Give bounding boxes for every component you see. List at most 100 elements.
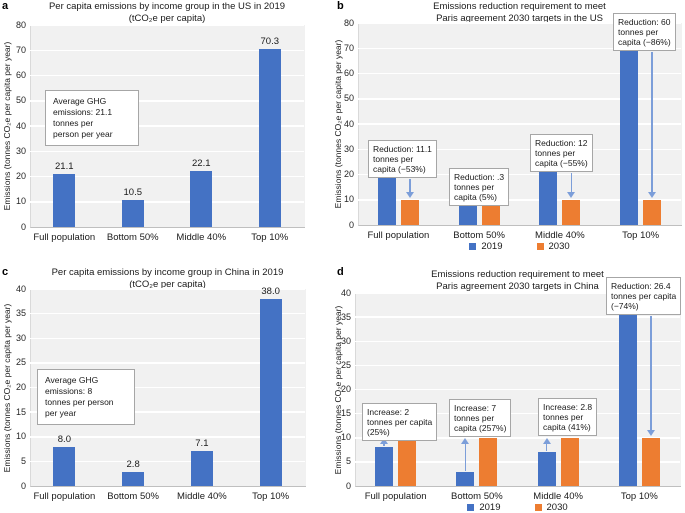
- annotation-line: tonnes per: [454, 182, 495, 192]
- arrow-up-icon: [461, 438, 470, 445]
- panel-d-title: Emissions reduction requirement to meet …: [355, 269, 680, 293]
- arrow-up-icon: [542, 438, 551, 445]
- annotation-line: tonnes per: [535, 148, 576, 158]
- bar-2030-1: [479, 437, 498, 486]
- panel-letter-a: a: [2, 0, 9, 12]
- panel-c-title-line1: Per capita emissions by income group in …: [51, 267, 284, 278]
- y-tick-label: 30: [15, 145, 26, 156]
- legend-label: 2019: [481, 241, 503, 252]
- note-line: tonnes per: [53, 118, 94, 128]
- bar-value-label-3: 38.0: [261, 285, 280, 297]
- legend: 2019 2030: [355, 502, 680, 513]
- panel-letter-d: d: [337, 266, 344, 278]
- x-category-label-2: Middle 40%: [176, 232, 227, 243]
- average-emissions-note: Average GHG emissions: 8 tonnes per person…: [37, 369, 135, 425]
- x-category-label-2: Middle 40%: [535, 230, 585, 241]
- y-tick-label: 30: [340, 335, 351, 346]
- arrow-shaft-3: [651, 52, 653, 193]
- legend-label: 2030: [546, 502, 568, 513]
- gridline-35: [355, 316, 680, 318]
- note-line: tonnes per person: [45, 397, 114, 407]
- annotation-line: capita (41%): [543, 422, 591, 432]
- y-tick-label: 20: [15, 171, 26, 181]
- gridline-50: [30, 100, 304, 102]
- y-tick-label: 15: [15, 406, 26, 417]
- y-tick-label: 70: [343, 42, 354, 53]
- annotation-line: Reduction: 60: [618, 17, 671, 27]
- legend-swatch-icon: [534, 504, 542, 511]
- bar-2019-3: [618, 302, 637, 486]
- y-tick-label: 25: [340, 359, 351, 370]
- annotation-line: tonnes per capita: [611, 291, 677, 301]
- gridline-10: [30, 436, 305, 438]
- gridline-10: [355, 437, 680, 439]
- gridline-25: [30, 362, 305, 364]
- gridline-30: [355, 340, 680, 342]
- bar-1: [121, 200, 144, 227]
- gridline-60: [358, 72, 681, 75]
- arrow-shaft-2: [545, 443, 548, 451]
- arrow-down-icon: [405, 191, 414, 198]
- annotation-line: capita (5%): [454, 192, 497, 202]
- y-tick-label: 80: [15, 19, 26, 30]
- gridline-5: [355, 461, 680, 463]
- y-tick-label: 20: [340, 384, 351, 394]
- x-category-label-3: Top 10%: [620, 491, 658, 502]
- annotation-line: (−74%): [611, 301, 639, 311]
- x-category-label-2: Middle 40%: [533, 491, 583, 502]
- annotation-line: tonnes per: [373, 154, 414, 164]
- y-tick-label: 40: [340, 287, 351, 298]
- bar-2030-2: [562, 199, 581, 225]
- gridline-70: [30, 49, 304, 51]
- y-tick-label: 50: [15, 95, 26, 106]
- panel-a-title-line2: (tCO₂e per capita): [128, 13, 206, 24]
- bar-value-label-0: 21.1: [55, 160, 74, 172]
- panel-b-title-line1: Emissions reduction requirement to meet: [433, 1, 606, 12]
- annotation-line: Increase: 2.8: [543, 402, 593, 412]
- gridline-30: [30, 150, 304, 152]
- legend-swatch-icon: [536, 243, 544, 250]
- bar-2019-0: [377, 171, 396, 225]
- arrow-shaft-1: [464, 443, 467, 472]
- bar-value-label-2: 22.1: [192, 158, 211, 170]
- panel-d: d Emissions reduction requirement to mee…: [333, 256, 685, 513]
- y-tick-label: 20: [343, 169, 354, 179]
- bar-2030-0: [400, 199, 419, 225]
- bar-2: [190, 451, 213, 486]
- arrow-shaft-0: [383, 443, 385, 447]
- gridline-70: [358, 47, 681, 49]
- gridline-20: [30, 386, 305, 389]
- gridline-15: [30, 411, 305, 413]
- bar-2019-1: [456, 472, 475, 486]
- arrow-shaft-2: [570, 173, 573, 193]
- y-tick-label: 35: [340, 311, 351, 322]
- gridline-40: [30, 125, 304, 127]
- gridline-20: [355, 388, 680, 391]
- bar-2019-2: [537, 451, 556, 486]
- gridline-15: [355, 412, 680, 415]
- gridline-5: [30, 460, 305, 463]
- x-category-label-1: Bottom 50%: [451, 491, 503, 502]
- panel-b-title-line2: Paris agreement 2030 targets in the US: [436, 13, 603, 24]
- legend-item-2019: 2019: [467, 502, 501, 513]
- gridline-80: [30, 24, 304, 26]
- y-tick-label: 30: [343, 143, 354, 154]
- panel-letter-b: b: [337, 0, 344, 12]
- bar-3: [258, 49, 281, 227]
- arrow-down-icon: [567, 191, 576, 198]
- x-category-label-3: Top 10%: [622, 230, 660, 241]
- annotation-line: Reduction: 12: [535, 138, 588, 148]
- annotation-line: Reduction: .3: [454, 172, 505, 182]
- x-category-label-2: Middle 40%: [177, 491, 227, 502]
- y-tick-label: 10: [15, 196, 26, 207]
- note-line: per year: [45, 408, 77, 418]
- x-category-label-0: Full population: [33, 232, 96, 243]
- average-emissions-note: Average GHG emissions: 21.1 tonnes per pers…: [45, 90, 139, 146]
- y-tick-label: 5: [20, 455, 26, 466]
- x-category-label-3: Top 10%: [252, 491, 290, 502]
- bar-2: [190, 171, 213, 227]
- bar-2030-3: [641, 437, 660, 486]
- y-tick-label: 0: [20, 480, 26, 491]
- annotation-1: Increase: 7 tonnes per capita (257%): [449, 399, 512, 437]
- y-tick-label: 30: [15, 332, 26, 343]
